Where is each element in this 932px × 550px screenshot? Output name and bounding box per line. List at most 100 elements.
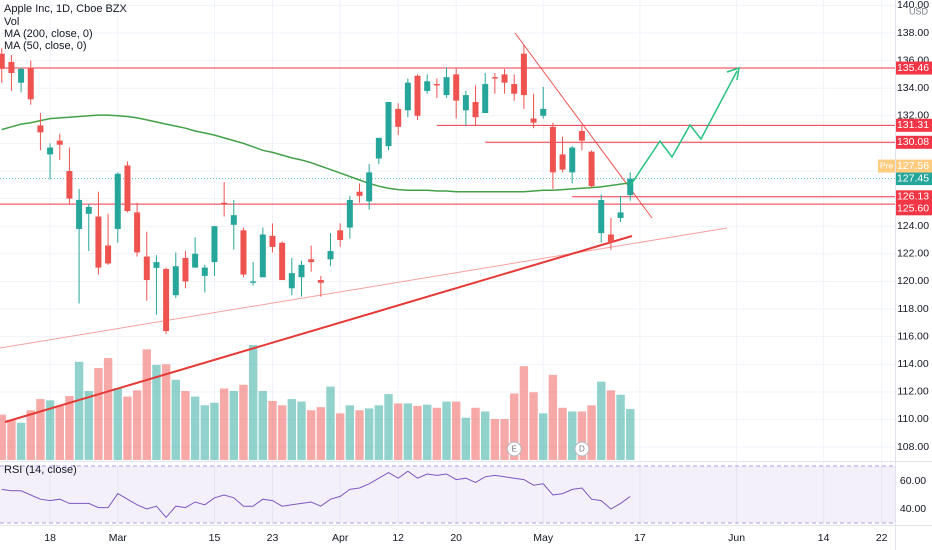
x-tick-label: 17 bbox=[634, 532, 646, 544]
y-tick-label: 114.00 bbox=[897, 358, 928, 370]
candle-body bbox=[453, 74, 460, 101]
volume-bar bbox=[577, 411, 587, 460]
candle-body bbox=[27, 67, 34, 100]
level-label: 130.08 bbox=[897, 136, 929, 148]
level-label: 126.13 bbox=[897, 191, 929, 203]
candle-body bbox=[617, 212, 624, 218]
last-price-label-box bbox=[896, 172, 932, 186]
volume bbox=[0, 345, 635, 460]
candle-body bbox=[124, 165, 131, 212]
candle-body bbox=[211, 226, 218, 263]
candle-body bbox=[76, 199, 83, 229]
candle-body bbox=[559, 154, 566, 170]
volume-bar bbox=[94, 368, 103, 460]
candle-body bbox=[269, 235, 276, 247]
candle-body bbox=[482, 84, 489, 114]
volume-bar bbox=[45, 400, 55, 460]
candle-body bbox=[85, 206, 92, 214]
volume-bar bbox=[181, 391, 190, 460]
y-tick-label: 134.00 bbox=[897, 82, 929, 94]
candle-body bbox=[18, 68, 25, 83]
candle-body bbox=[114, 173, 121, 229]
projection-arrowhead bbox=[726, 66, 740, 81]
candle-body bbox=[540, 108, 547, 116]
level-label: 135.46 bbox=[897, 62, 929, 74]
projection-path bbox=[629, 70, 738, 187]
legend-volume: Vol bbox=[4, 16, 19, 28]
candle-body bbox=[414, 75, 421, 116]
ma-line bbox=[1, 114, 631, 193]
volume-bar bbox=[190, 396, 200, 460]
volume-bar bbox=[268, 400, 277, 460]
candle-body bbox=[279, 242, 286, 281]
volume-bar bbox=[364, 408, 374, 460]
candle-body bbox=[298, 264, 305, 278]
event-marker bbox=[574, 441, 590, 457]
volume-bar bbox=[239, 384, 248, 460]
candle-body bbox=[404, 82, 411, 111]
candle-body bbox=[37, 125, 44, 133]
event-marker bbox=[506, 441, 522, 457]
volume-bar bbox=[219, 388, 229, 460]
rsi-tick-label: 60.00 bbox=[900, 475, 926, 487]
x-tick-label: 23 bbox=[267, 532, 279, 544]
volume-bar bbox=[626, 409, 635, 460]
rsi-line bbox=[1, 470, 631, 519]
pre-market-value: 127.56 bbox=[897, 160, 929, 172]
volume-bar bbox=[558, 407, 567, 460]
x-tick-label: Mar bbox=[109, 532, 128, 544]
volume-bar bbox=[413, 405, 422, 460]
volume-bar bbox=[355, 410, 364, 460]
candle-body bbox=[317, 280, 324, 283]
volume-bar bbox=[210, 402, 219, 460]
volume-bar bbox=[26, 410, 35, 460]
volume-bar bbox=[539, 413, 548, 460]
volume-bar bbox=[152, 364, 161, 460]
y-tick-label: 112.00 bbox=[897, 386, 928, 398]
level-label: 131.31 bbox=[897, 119, 929, 131]
candle-body bbox=[192, 253, 199, 268]
level-label-box bbox=[896, 118, 932, 132]
candle-body bbox=[395, 108, 402, 127]
candle-body bbox=[491, 77, 498, 79]
candle-body bbox=[433, 84, 440, 86]
candle-body bbox=[163, 268, 170, 332]
volume-bar bbox=[200, 405, 209, 460]
trend-line-thin bbox=[0, 227, 728, 349]
level-label-box bbox=[896, 202, 932, 216]
candle-body bbox=[443, 77, 450, 96]
pre-market-box bbox=[896, 159, 932, 173]
y-tick-label: 108.00 bbox=[897, 441, 929, 453]
volume-bar bbox=[171, 379, 180, 460]
volume-bar bbox=[471, 407, 480, 460]
candle-body bbox=[511, 84, 518, 94]
candle-body bbox=[627, 178, 634, 196]
volume-bar bbox=[422, 404, 432, 460]
candle-body bbox=[308, 259, 315, 263]
candle-body bbox=[375, 137, 382, 159]
volume-bar bbox=[616, 394, 625, 460]
volume-bar bbox=[132, 390, 142, 460]
volume-bar bbox=[500, 418, 509, 460]
volume-bar bbox=[55, 405, 64, 460]
candle-body bbox=[95, 216, 102, 268]
pre-market-tag-label: Pre bbox=[880, 160, 894, 170]
candle-body bbox=[578, 130, 585, 141]
volume-bar bbox=[481, 411, 490, 460]
trend-line-support bbox=[4, 235, 633, 423]
volume-bar bbox=[277, 405, 287, 460]
volume-bar bbox=[84, 391, 93, 460]
candle-body bbox=[182, 257, 189, 282]
volume-bar bbox=[568, 411, 577, 460]
volume-bar bbox=[123, 396, 132, 460]
candle-body bbox=[143, 256, 150, 281]
volume-bar bbox=[587, 405, 596, 460]
legend-ma50: MA (50, close, 0) bbox=[4, 40, 87, 52]
volume-bar bbox=[16, 422, 26, 460]
volume-bar bbox=[452, 401, 461, 460]
candle-body bbox=[172, 266, 179, 296]
candle-body bbox=[424, 81, 431, 91]
